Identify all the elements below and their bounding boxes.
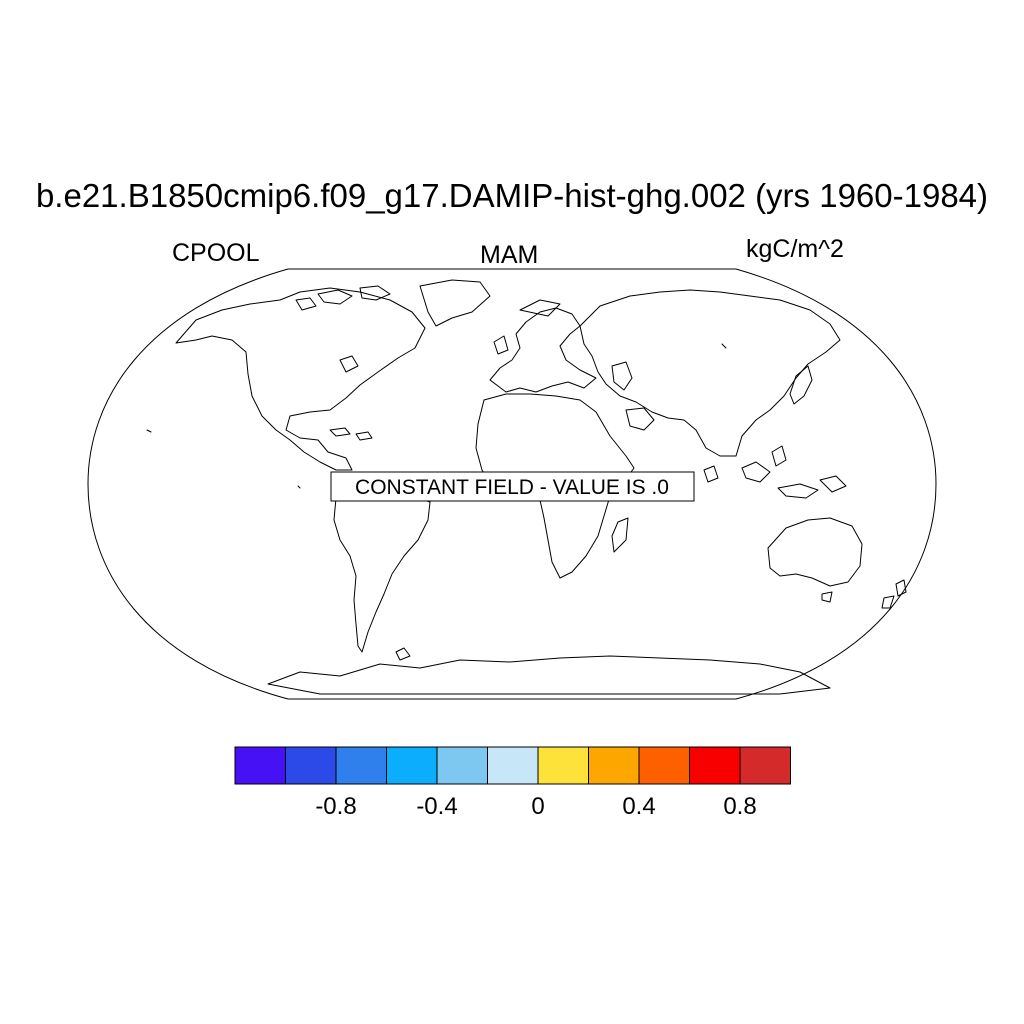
colorbar-box <box>436 746 488 785</box>
coast-europe <box>489 307 597 393</box>
colorbar-tick-label: 0.4 <box>622 793 655 820</box>
colorbar-box <box>386 746 438 785</box>
constant-field-text: CONSTANT FIELD - VALUE IS .0 <box>355 476 669 499</box>
season-label: MAM <box>480 241 539 269</box>
colorbar-box <box>588 746 640 785</box>
coast-greenland <box>419 279 491 327</box>
coast-madagascar <box>611 517 629 553</box>
colorbar: -0.8 -0.4 0 0.4 0.8 <box>234 746 791 820</box>
coast-asia <box>579 289 841 457</box>
map-frame <box>87 268 937 700</box>
colorbar-box <box>638 746 690 785</box>
colorbar-box <box>285 746 337 785</box>
colorbar-tick-label: -0.4 <box>416 793 457 820</box>
colorbar-tick-label: 0 <box>531 793 544 820</box>
coast-antarctica <box>267 655 831 695</box>
plot-title: b.e21.B1850cmip6.f09_g17.DAMIP-hist-ghg.… <box>35 177 989 214</box>
coast-japan <box>789 365 813 405</box>
variable-name-label: CPOOL <box>172 239 260 267</box>
colorbar-box <box>335 746 387 785</box>
colorbar-box <box>234 746 286 785</box>
colorbar-tick-label: -0.8 <box>315 793 356 820</box>
colorbar-box <box>739 746 791 785</box>
coast-north-america <box>175 287 426 471</box>
colorbar-box <box>487 746 539 785</box>
coast-australia <box>767 517 863 587</box>
colorbar-box <box>537 746 589 785</box>
colorbar-box <box>689 746 741 785</box>
constant-field-message: CONSTANT FIELD - VALUE IS .0 <box>330 471 695 502</box>
colorbar-tick-label: 0.8 <box>723 793 756 820</box>
coastlines <box>146 279 907 695</box>
units-label: kgC/m^2 <box>746 235 844 263</box>
